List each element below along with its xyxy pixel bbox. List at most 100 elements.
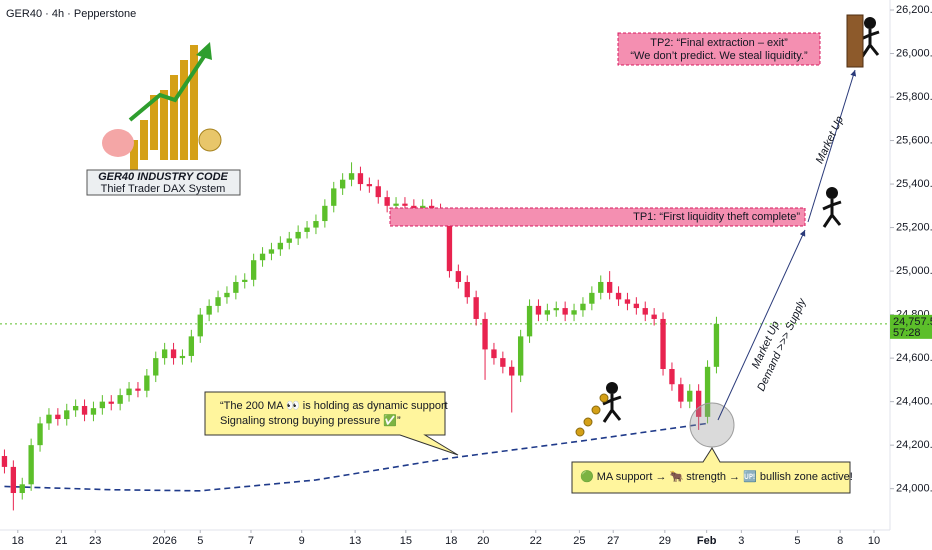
candle-body [464,281,470,298]
candle-body [126,388,132,396]
candle-body [562,308,568,315]
coin-stack [130,140,138,170]
tp1-zone [389,207,806,227]
candle-body [331,188,337,206]
candle-body [1,456,8,467]
x-tick-label: 25 [573,535,585,547]
y-tick-label: 25,200.0 [896,221,932,233]
candle-body [642,308,648,315]
last-price-label: 24,757.5 [893,316,932,328]
x-tick-label: 29 [659,535,671,547]
candle-body [544,310,551,315]
candle-body [277,242,284,250]
candle-body [384,197,390,206]
coin [599,393,609,403]
y-tick-label: 25,400.0 [896,178,932,190]
candle-body [268,249,275,254]
x-tick-label: 20 [477,535,489,547]
candle-body [571,310,577,315]
candle-body [598,281,604,293]
tp1-label: TP1: “First liquidity theft complete” [633,211,800,223]
arrow [807,69,857,223]
candle-body [615,292,622,300]
candle-body [99,401,106,409]
note-label: 🟢 MA support → 🐂 strength → 🆙 bullish zo… [580,470,853,483]
x-tick-label: 8 [837,535,843,547]
y-tick-label: 25,000.0 [896,265,932,277]
candle-body [580,303,586,311]
y-tick-label: 24,600.0 [896,352,932,364]
candle-body [233,281,239,293]
logo-box [86,169,241,196]
coin-stack [180,60,188,160]
x-tick-label: 5 [197,535,203,547]
logo-line: GER40 INDUSTRY CODE [98,171,228,183]
candle-body [206,305,212,315]
candle-body [491,349,497,359]
candle-body [669,368,675,385]
chart-title: GER40 · 4h · Pepperstone [6,8,136,20]
candle-body [482,318,488,350]
x-tick-label: 18 [445,535,457,547]
candle-body [366,184,373,187]
candle-body [375,186,381,198]
candle-body [357,173,364,185]
thief-body [822,199,842,228]
candle-body [535,305,542,315]
candle-body [704,366,711,417]
x-tick-label: 7 [248,535,254,547]
candle-body [197,314,203,337]
growth-arrow-head [196,42,212,60]
candle-body [64,410,70,420]
y-tick-label: 25,800.0 [896,91,932,103]
candle-body [144,375,150,391]
candle-body [660,318,666,369]
y-tick-label: 24,400.0 [896,396,932,408]
coin-stack [150,95,158,150]
candle-body [188,336,195,356]
candle-body [624,299,631,304]
x-tick-label: Feb [697,535,717,547]
candle-body [19,484,25,494]
candle-body [215,297,221,306]
tp2-line: TP2: “Final extraction – exit” [650,37,788,49]
x-tick-label: 23 [89,535,101,547]
candle-body [304,227,310,232]
candle-body [117,395,123,404]
y-tick-label: 24,200.0 [896,439,932,451]
candle-body [46,414,52,424]
candle-body [473,297,479,319]
candle-body [322,205,328,222]
coin-stack [170,75,178,160]
thief-head [826,187,838,199]
candle-body [81,405,88,415]
coin-stack [140,120,148,160]
candle-body [509,366,515,376]
candle-body [687,390,693,402]
candle-body [179,355,186,359]
piggy [102,129,134,157]
candle-body [606,281,613,293]
y-tick-label: 24,000.0 [896,483,932,495]
candle-body [37,423,43,446]
candle-body [393,203,399,206]
x-tick-label: 21 [55,535,67,547]
tp2-zone [617,32,821,66]
candle-body [250,260,257,280]
candle-body [695,390,702,417]
candle-body [589,292,595,304]
candle-body [678,384,684,402]
thief-body [860,29,880,58]
candle-body [72,405,79,411]
callout-line: “The 200 MA 👀 is holding as dynamic supp… [220,400,448,412]
candle-body [348,173,355,180]
candle-body [242,279,248,282]
candle-body [420,205,426,208]
candle-body [553,308,559,311]
candle-body [28,445,34,485]
ma-line [4,422,708,492]
candle-body [108,401,114,404]
candle-body [446,214,453,272]
candle-body [517,336,524,376]
